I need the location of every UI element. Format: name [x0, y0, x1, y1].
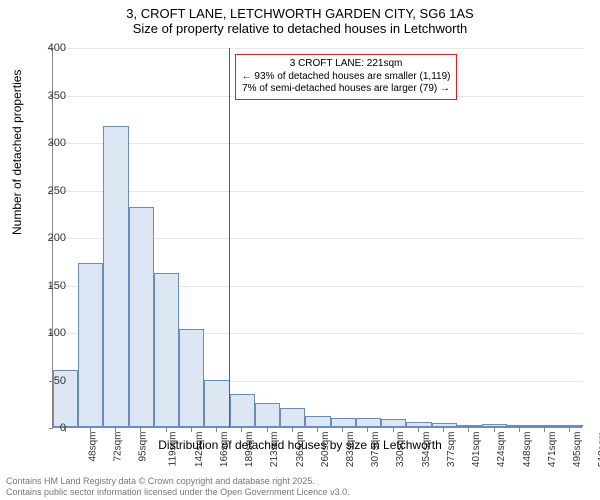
histogram-bar: [179, 329, 204, 427]
xtick-mark: [494, 428, 495, 432]
annotation-line-1: 3 CROFT LANE: 221sqm: [242, 58, 451, 71]
y-axis-label: Number of detached properties: [10, 70, 24, 235]
histogram-bar: [331, 418, 356, 428]
histogram-bar: [507, 425, 532, 427]
histogram-bar: [154, 273, 179, 427]
xtick-mark: [292, 428, 293, 432]
histogram-bar: [457, 425, 482, 427]
histogram-bar: [129, 207, 154, 427]
xtick-mark: [393, 428, 394, 432]
xtick-mark: [544, 428, 545, 432]
annotation-line-2: ← 93% of detached houses are smaller (1,…: [242, 71, 451, 84]
histogram-bar: [356, 418, 381, 428]
xtick-mark: [191, 428, 192, 432]
title-line-1: 3, CROFT LANE, LETCHWORTH GARDEN CITY, S…: [0, 6, 600, 21]
reference-line: [229, 48, 230, 428]
xtick-mark: [443, 428, 444, 432]
xtick-mark: [468, 428, 469, 432]
xtick-mark: [241, 428, 242, 432]
ytick-label: 150: [48, 280, 66, 292]
ytick-label: 0: [60, 422, 66, 434]
ytick-label: 50: [54, 375, 66, 387]
histogram-bar: [280, 408, 305, 427]
histogram-bar: [533, 425, 558, 427]
xtick-mark: [166, 428, 167, 432]
histogram-bar: [103, 126, 128, 427]
histogram-bar: [204, 380, 229, 428]
xtick-mark: [267, 428, 268, 432]
ytick-label: 200: [48, 232, 66, 244]
caption-line-1: Contains HM Land Registry data © Crown c…: [6, 476, 350, 487]
histogram-bar: [406, 422, 431, 427]
ytick-label: 100: [48, 327, 66, 339]
title-line-2: Size of property relative to detached ho…: [0, 21, 600, 36]
ytick-label: 400: [48, 42, 66, 54]
xtick-mark: [418, 428, 419, 432]
x-axis-label: Distribution of detached houses by size …: [0, 438, 600, 452]
xtick-mark: [90, 428, 91, 432]
histogram-bar: [230, 394, 255, 427]
histogram-bar: [305, 416, 330, 427]
xtick-mark: [519, 428, 520, 432]
xtick-mark: [569, 428, 570, 432]
ytick-label: 300: [48, 137, 66, 149]
histogram-bar: [78, 263, 103, 427]
gridline: [53, 143, 583, 144]
chart-title: 3, CROFT LANE, LETCHWORTH GARDEN CITY, S…: [0, 0, 600, 36]
xtick-mark: [140, 428, 141, 432]
annotation-box: 3 CROFT LANE: 221sqm ← 93% of detached h…: [235, 54, 458, 100]
histogram-bar: [432, 423, 457, 427]
chart-area: 3 CROFT LANE: 221sqm ← 93% of detached h…: [52, 48, 582, 428]
ytick-label: 250: [48, 185, 66, 197]
plot-area: [52, 48, 582, 428]
gridline: [53, 191, 583, 192]
annotation-line-3: 7% of semi-detached houses are larger (7…: [242, 83, 451, 96]
histogram-bar: [482, 424, 507, 427]
histogram-bar: [255, 403, 280, 427]
xtick-mark: [367, 428, 368, 432]
xtick-mark: [342, 428, 343, 432]
gridline: [53, 48, 583, 49]
caption-line-2: Contains public sector information licen…: [6, 487, 350, 498]
xtick-mark: [317, 428, 318, 432]
xtick-mark: [115, 428, 116, 432]
ytick-label: 350: [48, 90, 66, 102]
xtick-mark: [216, 428, 217, 432]
histogram-bar: [381, 419, 406, 427]
ytick-mark: [49, 428, 53, 429]
histogram-bar: [558, 425, 583, 427]
caption: Contains HM Land Registry data © Crown c…: [6, 476, 350, 498]
